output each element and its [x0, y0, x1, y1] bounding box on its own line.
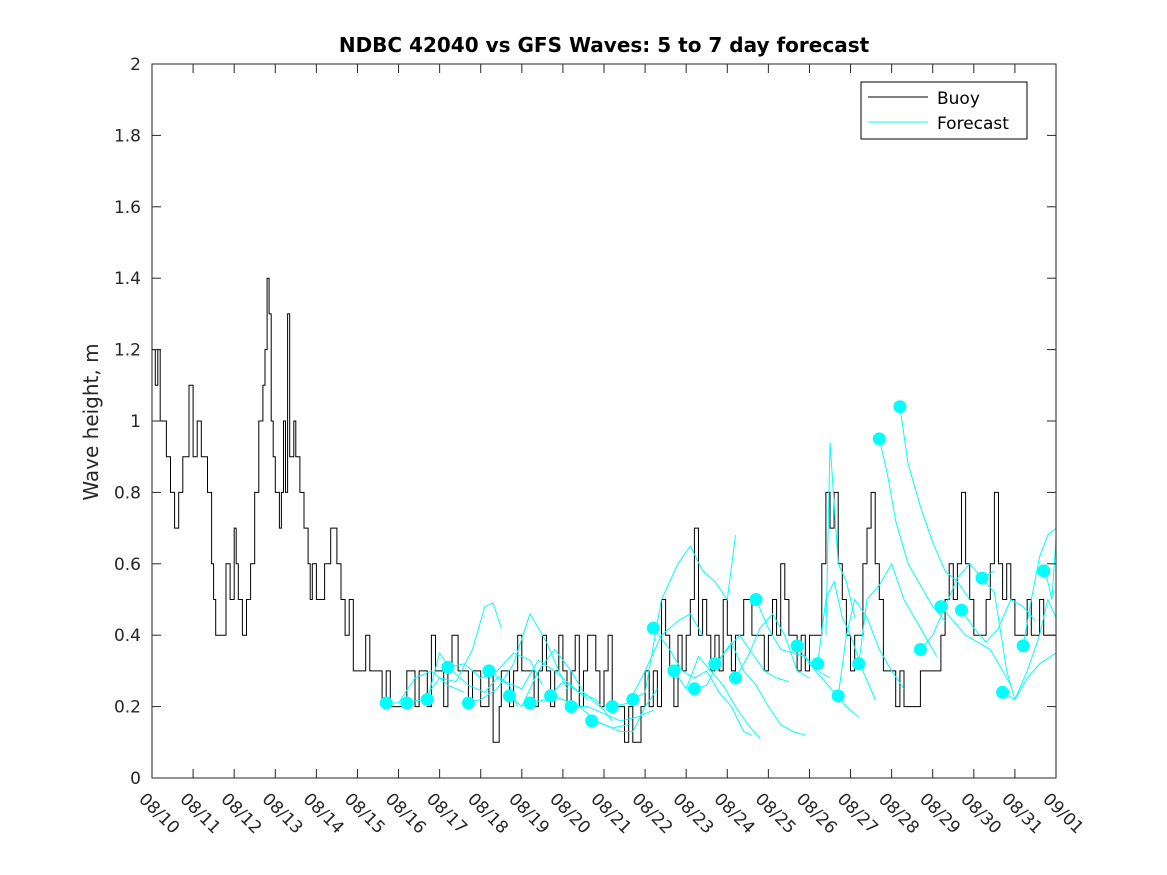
- forecast-marker-point: [605, 700, 619, 714]
- forecast-marker-point: [996, 685, 1010, 699]
- forecast-marker-point: [811, 657, 825, 671]
- forecast-series-line-23: [825, 442, 856, 636]
- forecast-series-line-3: [447, 652, 543, 686]
- forecast-series-line-25: [899, 406, 971, 600]
- y-tick-label: 0: [130, 769, 141, 789]
- legend: Buoy Forecast: [860, 81, 1028, 140]
- forecast-series-line-22: [858, 562, 938, 664]
- plot-area: [152, 277, 1056, 743]
- forecast-series-line-18: [755, 599, 831, 679]
- forecast-marker-point: [1016, 639, 1030, 653]
- forecast-marker-point: [852, 657, 866, 671]
- forecast-marker-point: [523, 696, 537, 710]
- y-tick-label: 0.2: [114, 698, 141, 718]
- forecast-marker-point: [893, 400, 907, 414]
- forecast-marker-point: [379, 696, 393, 710]
- y-axis-label: Wave height, m: [79, 343, 103, 500]
- forecast-marker-point: [708, 657, 722, 671]
- forecast-marker-point: [749, 593, 763, 606]
- forecast-series-line-16: [714, 634, 790, 683]
- forecast-marker-point: [831, 689, 845, 703]
- forecast-series-line-21: [837, 598, 905, 696]
- forecast-series-line-15: [694, 641, 806, 736]
- forecast-series-line-9: [571, 706, 654, 722]
- forecast-series-line-31: [1022, 527, 1056, 646]
- forecast-series-line-8: [550, 695, 629, 729]
- forecast-series-line-30: [1002, 597, 1056, 701]
- forecast-series-line-5: [488, 659, 588, 700]
- forecast-marker-point: [564, 700, 578, 714]
- forecast-marker-point: [441, 660, 455, 674]
- forecast-series-line-28: [961, 598, 1036, 644]
- y-tick-label: 1.4: [114, 269, 141, 289]
- forecast-series-line-24: [878, 438, 946, 622]
- forecast-series-line-7: [529, 680, 613, 722]
- forecast-series-line-17: [735, 612, 810, 679]
- forecast-marker-point: [790, 639, 804, 653]
- forecast-marker-point: [729, 671, 742, 685]
- legend-forecast-label: Forecast: [937, 114, 1009, 134]
- forecast-marker-point: [872, 432, 886, 446]
- forecast-series-line-19: [796, 645, 860, 718]
- forecast-series-line-6: [509, 648, 601, 708]
- forecast-series-line-13: [652, 627, 753, 736]
- forecast-series-line-12: [632, 535, 736, 700]
- forecast-marker-point: [1037, 564, 1051, 578]
- forecast-marker-point: [975, 571, 989, 585]
- forecast-marker-point: [913, 643, 927, 656]
- forecast-marker-point: [667, 664, 681, 678]
- y-tick-label: 0.8: [114, 483, 141, 503]
- y-tick-label: 0.6: [114, 555, 141, 575]
- forecast-series-line-20: [817, 580, 876, 700]
- y-tick-label: 1.6: [114, 198, 141, 218]
- y-tick-label: 2: [130, 55, 141, 75]
- forecast-marker-point: [461, 696, 475, 710]
- forecast-marker-point: [646, 621, 660, 635]
- legend-box: [860, 81, 1028, 140]
- forecast-series-line-14: [673, 655, 761, 740]
- forecast-series-line-0: [386, 670, 465, 704]
- forecast-series-line-2: [426, 651, 519, 707]
- forecast-marker-point: [585, 714, 599, 728]
- y-tick-label: 1: [130, 412, 141, 432]
- forecast-series-line-10: [591, 688, 658, 733]
- forecast-marker-point: [687, 682, 701, 696]
- forecast-series-line-27: [940, 606, 1012, 686]
- forecast-marker-point: [420, 693, 434, 706]
- forecast-series-line-4: [468, 612, 568, 704]
- forecast-marker-point: [482, 664, 496, 678]
- legend-buoy-label: Buoy: [937, 89, 980, 109]
- chart-title: NDBC 42040 vs GFS Waves: 5 to 7 day fore…: [339, 33, 870, 57]
- forecast-marker-point: [503, 689, 516, 703]
- forecast-marker-point: [934, 600, 948, 614]
- forecast-marker-point: [400, 696, 414, 710]
- forecast-marker-point: [955, 603, 968, 617]
- buoy-series-line: [152, 277, 1056, 743]
- y-tick-label: 1.2: [114, 341, 141, 361]
- y-tick-label: 0.4: [114, 626, 141, 646]
- y-tick-label: 1.8: [114, 126, 141, 146]
- forecast-marker-point: [544, 689, 558, 703]
- forecast-marker-point: [626, 693, 640, 706]
